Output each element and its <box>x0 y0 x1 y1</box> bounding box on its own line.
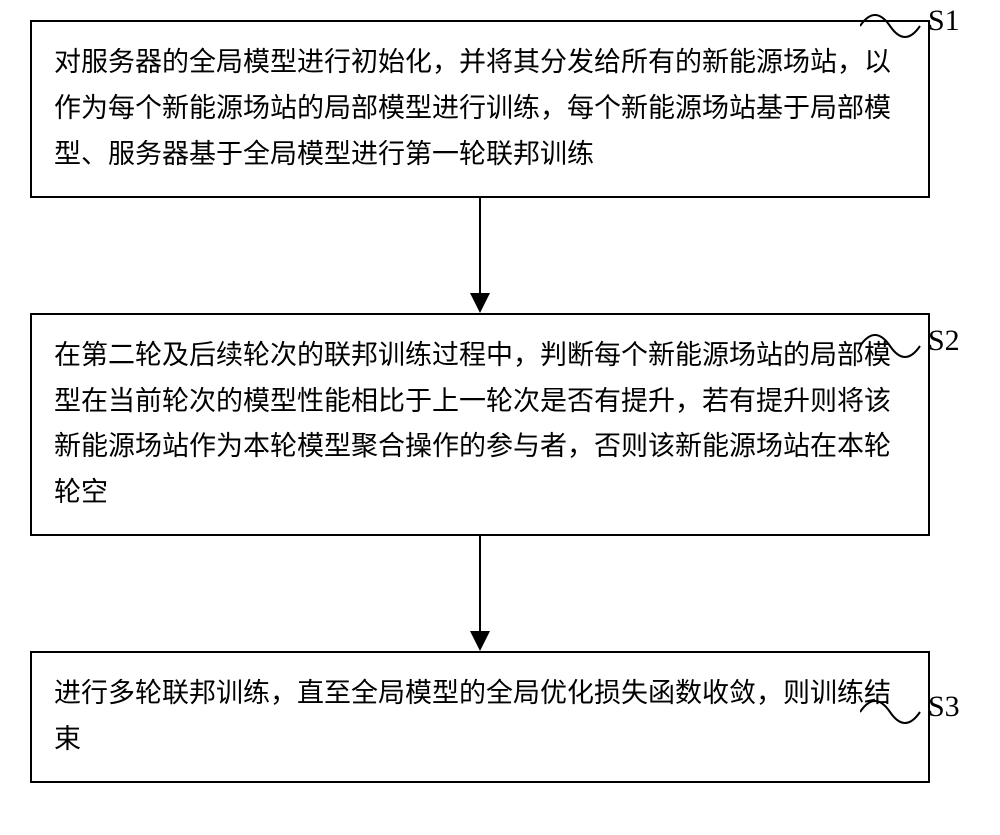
step-s3-text: 进行多轮联邦训练，直至全局模型的全局优化损失函数收敛，则训练结束 <box>54 678 891 754</box>
step-label-s1: S1 <box>928 4 960 38</box>
step-label-s3: S3 <box>928 690 960 724</box>
flowchart-step-s1: 对服务器的全局模型进行初始化，并将其分发给所有的新能源场站，以作为每个新能源场站… <box>30 20 930 198</box>
flowchart-step-s3: 进行多轮联邦训练，直至全局模型的全局优化损失函数收敛，则训练结束 <box>30 651 930 783</box>
step-label-s1-text: S1 <box>928 4 960 37</box>
step-label-s2-text: S2 <box>928 324 960 357</box>
wavy-connector-s3 <box>860 694 930 724</box>
step-s2-text: 在第二轮及后续轮次的联邦训练过程中，判断每个新能源场站的局部模型在当前轮次的模型… <box>54 340 891 508</box>
flowchart-step-s2: 在第二轮及后续轮次的联邦训练过程中，判断每个新能源场站的局部模型在当前轮次的模型… <box>30 313 930 537</box>
step-s1-text: 对服务器的全局模型进行初始化，并将其分发给所有的新能源场站，以作为每个新能源场站… <box>54 47 891 169</box>
arrow-svg-1 <box>460 198 500 313</box>
arrow-s1-s2 <box>30 198 930 313</box>
wavy-connector-s1 <box>860 8 930 38</box>
flowchart-container: 对服务器的全局模型进行初始化，并将其分发给所有的新能源场站，以作为每个新能源场站… <box>30 20 930 783</box>
arrow-s2-s3 <box>30 536 930 651</box>
step-label-s3-text: S3 <box>928 690 960 723</box>
step-label-s2: S2 <box>928 324 960 358</box>
wavy-connector-s2 <box>860 328 930 358</box>
arrow-svg-2 <box>460 536 500 651</box>
